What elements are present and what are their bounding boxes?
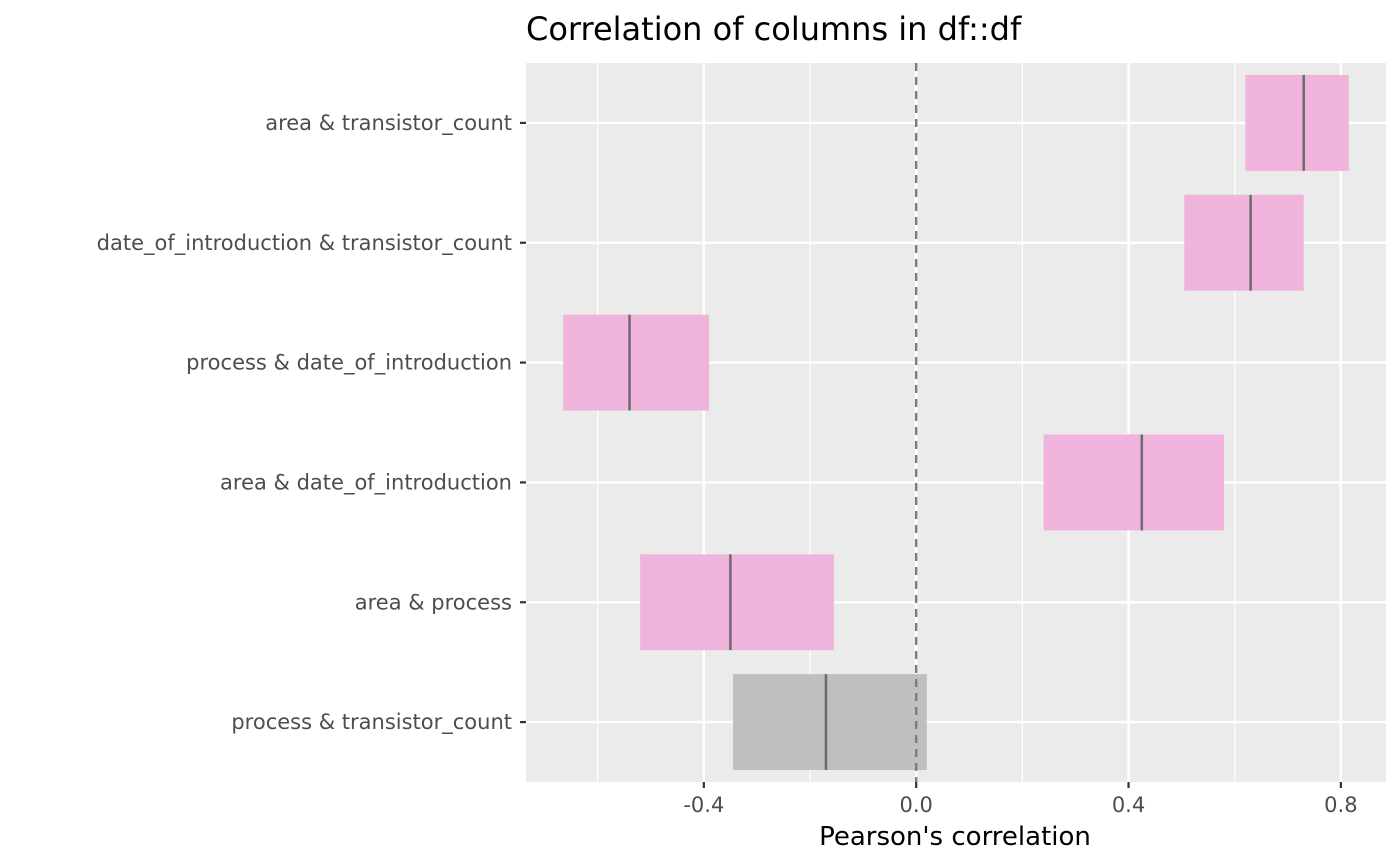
plot-panel [526, 63, 1386, 782]
y-tick-label: area & transistor_count [265, 111, 512, 136]
y-axis: area & transistor_count date_of_introduct… [97, 111, 526, 735]
x-tick-label: -0.4 [683, 793, 724, 817]
interval-bar [1245, 74, 1349, 171]
interval-bar [563, 314, 710, 411]
x-axis-label: Pearson's correlation [819, 822, 1091, 852]
x-tick-label: 0.8 [1324, 793, 1357, 817]
y-tick-label: date_of_introduction & transistor_count [97, 231, 512, 256]
y-tick-label: area & date_of_introduction [220, 470, 512, 495]
y-tick-label: process & date_of_introduction [186, 351, 512, 376]
interval-bar [1043, 434, 1225, 531]
x-tick-label: 0.0 [899, 793, 932, 817]
x-tick-label: 0.4 [1112, 793, 1145, 817]
x-axis: -0.4 0.0 0.4 0.8 [683, 782, 1358, 817]
chart-title: Correlation of columns in df::df [526, 10, 1022, 48]
interval-bar [733, 674, 927, 771]
y-tick-label: process & transistor_count [231, 710, 512, 735]
interval-bar [640, 554, 834, 651]
y-tick-label: area & process [355, 590, 512, 614]
interval-bar [1184, 194, 1304, 291]
interval-bars [563, 74, 1349, 771]
